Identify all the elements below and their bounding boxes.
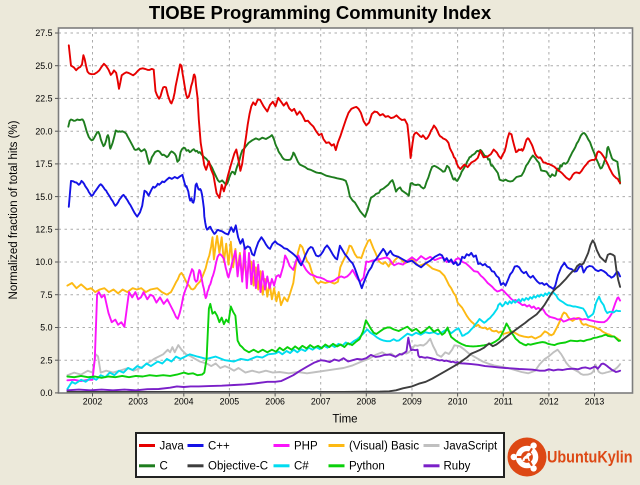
svg-text:TIOBE Programming Community In: TIOBE Programming Community Index [149,2,492,23]
svg-text:C++: C++ [208,440,230,452]
svg-text:20.0: 20.0 [35,126,52,136]
svg-text:UbuntuKylin: UbuntuKylin [547,449,633,467]
svg-text:2008: 2008 [357,397,377,407]
svg-text:Python: Python [349,461,385,473]
svg-text:2009: 2009 [402,397,422,407]
svg-text:(Visual) Basic: (Visual) Basic [349,440,419,452]
svg-text:2003: 2003 [128,397,148,407]
svg-text:5.0: 5.0 [40,323,52,333]
svg-text:Java: Java [160,440,185,452]
svg-text:22.5: 22.5 [35,94,52,104]
svg-text:Time: Time [332,414,357,426]
svg-text:2004: 2004 [174,397,194,407]
svg-text:10.0: 10.0 [35,257,52,267]
svg-text:27.5: 27.5 [35,28,52,38]
svg-text:25.0: 25.0 [35,61,52,71]
svg-text:2011: 2011 [494,397,513,407]
svg-text:2.5: 2.5 [40,355,52,365]
svg-text:PHP: PHP [294,440,318,452]
svg-text:JavaScript: JavaScript [444,440,498,452]
svg-text:2013: 2013 [585,397,605,407]
svg-text:2012: 2012 [539,397,559,407]
svg-text:C#: C# [294,461,309,473]
svg-text:Objective-C: Objective-C [208,461,268,473]
svg-text:2010: 2010 [448,397,468,407]
svg-text:17.5: 17.5 [35,159,52,169]
svg-text:2005: 2005 [220,397,240,407]
svg-text:Ruby: Ruby [444,461,471,473]
svg-text:C: C [160,461,168,473]
svg-text:0.0: 0.0 [40,388,52,398]
svg-text:2007: 2007 [311,397,331,407]
svg-text:15.0: 15.0 [35,192,52,202]
svg-text:12.5: 12.5 [35,225,52,235]
svg-text:7.5: 7.5 [40,290,52,300]
svg-text:2002: 2002 [83,397,103,407]
svg-text:Normalized fraction of total h: Normalized fraction of total hits (%) [8,120,20,299]
svg-text:2006: 2006 [265,397,285,407]
